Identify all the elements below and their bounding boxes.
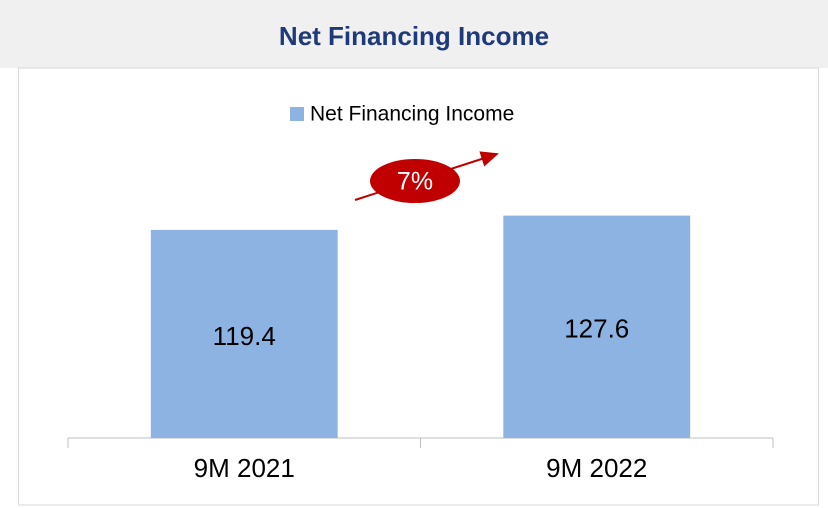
growth-label: 7%: [397, 168, 433, 196]
growth-badge: [370, 159, 460, 203]
bar: [150, 229, 338, 438]
data-label: 119.4: [213, 321, 276, 351]
chart-title: Net Financing Income: [279, 21, 549, 51]
legend-label: Net Financing Income: [310, 103, 514, 126]
legend-swatch: [290, 107, 304, 121]
header-band: [0, 0, 828, 68]
x-tick-label: 9M 2021: [194, 453, 295, 483]
bar: [503, 215, 691, 438]
chart-frame: [18, 67, 819, 506]
x-tick-label: 9M 2022: [546, 453, 647, 483]
data-label: 127.6: [564, 314, 629, 344]
